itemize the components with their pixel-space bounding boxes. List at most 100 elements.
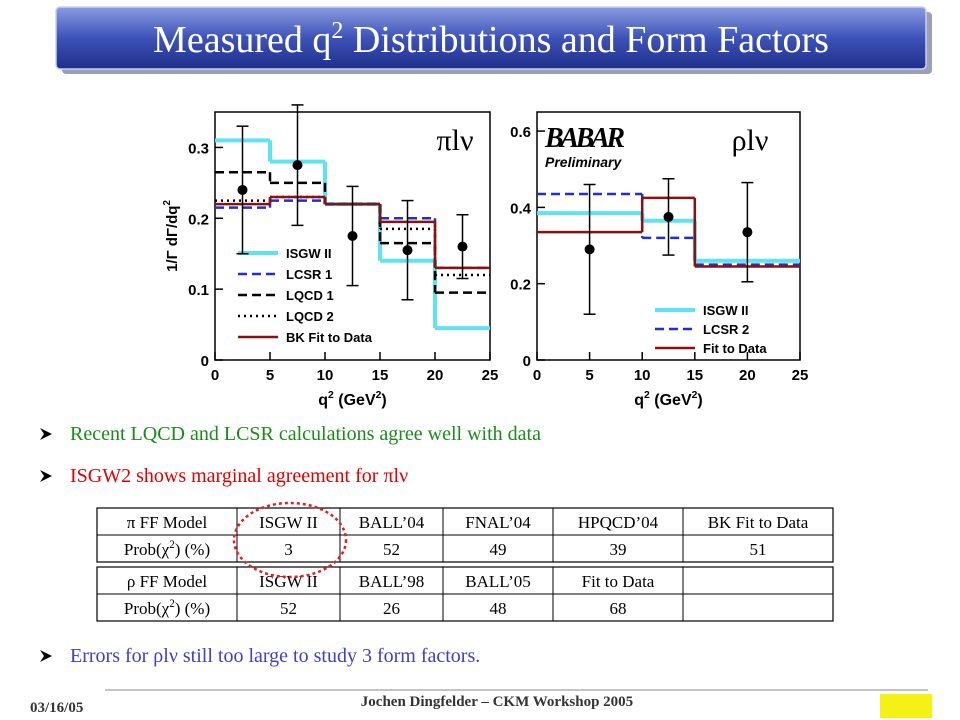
superscript: 2	[644, 390, 650, 401]
x-tick-label: 0	[533, 367, 541, 384]
channel-label: ρlν	[732, 124, 769, 157]
y-tick-label: 0	[523, 353, 531, 370]
label-part: 52	[383, 540, 400, 559]
footer-author: Jochen Dingfelder – CKM Workshop 2005	[361, 694, 633, 710]
label: 52	[383, 540, 400, 559]
label-part: )	[697, 392, 702, 409]
legend-label: ISGW II	[703, 303, 749, 318]
y-tick-label: 0.2	[188, 211, 209, 228]
x-tick-label: 15	[372, 367, 389, 384]
label-part: BALL’05	[465, 572, 531, 591]
label: ρ FF Model	[127, 572, 208, 591]
y-tick-label: 0.1	[188, 282, 209, 299]
superscript: 2	[328, 390, 334, 401]
title-text: Measured q	[153, 19, 331, 61]
x-tick-label: 20	[427, 367, 444, 384]
label-part: BALL’04	[359, 513, 425, 532]
label-part: Prob(χ	[124, 599, 170, 618]
superscript: 2	[169, 539, 175, 551]
label: 26	[383, 599, 400, 618]
y-tick-label: 0.4	[510, 200, 532, 217]
superscript: 2	[692, 390, 698, 401]
label: π FF Model	[127, 513, 208, 532]
x-tick-label: 25	[482, 367, 499, 384]
label-part: HPQCD’04	[578, 513, 659, 532]
x-tick-label: 20	[739, 367, 756, 384]
label-part: FNAL’04	[465, 513, 531, 532]
footer-box	[880, 694, 932, 718]
label: Prob(χ2) (%)	[124, 539, 210, 559]
label-part: q	[318, 392, 328, 409]
x-tick-label: 0	[211, 367, 219, 384]
x-tick-label: 15	[686, 367, 703, 384]
label: BALL’98	[359, 572, 425, 591]
title-sup: 2	[331, 18, 343, 44]
bullet-text: ISGW2 shows marginal agreement for πlν	[70, 465, 408, 487]
label-part: 1/Γ dΓ/dq	[164, 206, 181, 272]
title-text: Distributions and Form Factors	[343, 19, 829, 61]
data-point	[457, 241, 468, 252]
y-tick-label: 0.3	[188, 140, 209, 157]
legend-label: LQCD 2	[286, 309, 334, 324]
label: Fit to Data	[582, 572, 655, 591]
label: Prob(χ2) (%)	[124, 598, 210, 618]
data-point	[663, 211, 674, 222]
bullet-arrow	[40, 470, 52, 482]
label: BALL’04	[359, 513, 425, 532]
label-part: π FF Model	[127, 513, 208, 532]
label-part: 39	[610, 540, 627, 559]
slide-title: Measured q2 Distributions and Form Facto…	[153, 18, 829, 61]
label: 39	[610, 540, 627, 559]
label-part: 52	[280, 599, 297, 618]
label-part: )	[381, 392, 386, 409]
label: HPQCD’04	[578, 513, 659, 532]
legend-label: LCSR 1	[286, 267, 332, 282]
label-part: 51	[750, 540, 767, 559]
legend-label: BK Fit to Data	[286, 330, 373, 345]
label-part: ISGW II	[259, 513, 318, 532]
label: q2 (GeV2)	[318, 390, 386, 409]
label-part: 49	[490, 540, 507, 559]
superscript: 2	[162, 200, 173, 206]
data-point	[347, 231, 358, 241]
x-tick-label: 5	[585, 367, 593, 384]
label-part: 68	[610, 599, 627, 618]
channel-label: πlν	[436, 124, 473, 157]
label: BALL’05	[465, 572, 531, 591]
data-point	[292, 160, 303, 171]
label-part: q	[634, 392, 644, 409]
y-tick-label: 0.6	[510, 124, 531, 141]
x-tick-label: 5	[266, 367, 274, 384]
label-part: ) (%)	[175, 540, 210, 559]
tables: π FF Model ISGW II BALL’04 FNAL’04 HPQCD’04 B…	[96, 507, 834, 622]
data-point	[402, 245, 413, 256]
label: 52	[280, 599, 297, 618]
label: ISGW II	[259, 513, 318, 532]
label-part: Fit to Data	[582, 572, 655, 591]
bullet-arrow	[40, 428, 52, 440]
label-part: 48	[490, 599, 507, 618]
x-tick-label: 10	[634, 367, 651, 384]
logo: BABAR	[544, 123, 625, 154]
label: 49	[490, 540, 507, 559]
label: 3	[284, 540, 293, 559]
superscript: 2	[169, 598, 175, 610]
x-tick-label: 25	[792, 367, 809, 384]
label-part: ρ FF Model	[127, 572, 208, 591]
legend-label: LQCD 1	[286, 288, 334, 303]
label-part: BALL’98	[359, 572, 425, 591]
label: 48	[490, 599, 507, 618]
label: q2 (GeV2)	[634, 390, 702, 409]
x-tick-label: 10	[317, 367, 334, 384]
superscript: 2	[376, 390, 382, 401]
bullet-text: Recent LQCD and LCSR calculations agree …	[70, 423, 541, 445]
label-part: (GeV	[334, 392, 376, 409]
label-part: (GeV	[650, 392, 692, 409]
data-point	[742, 227, 753, 238]
label-part: 3	[284, 540, 293, 559]
title-banner	[55, 6, 927, 70]
label-part: ) (%)	[175, 599, 210, 618]
label: BK Fit to Data	[708, 513, 809, 532]
